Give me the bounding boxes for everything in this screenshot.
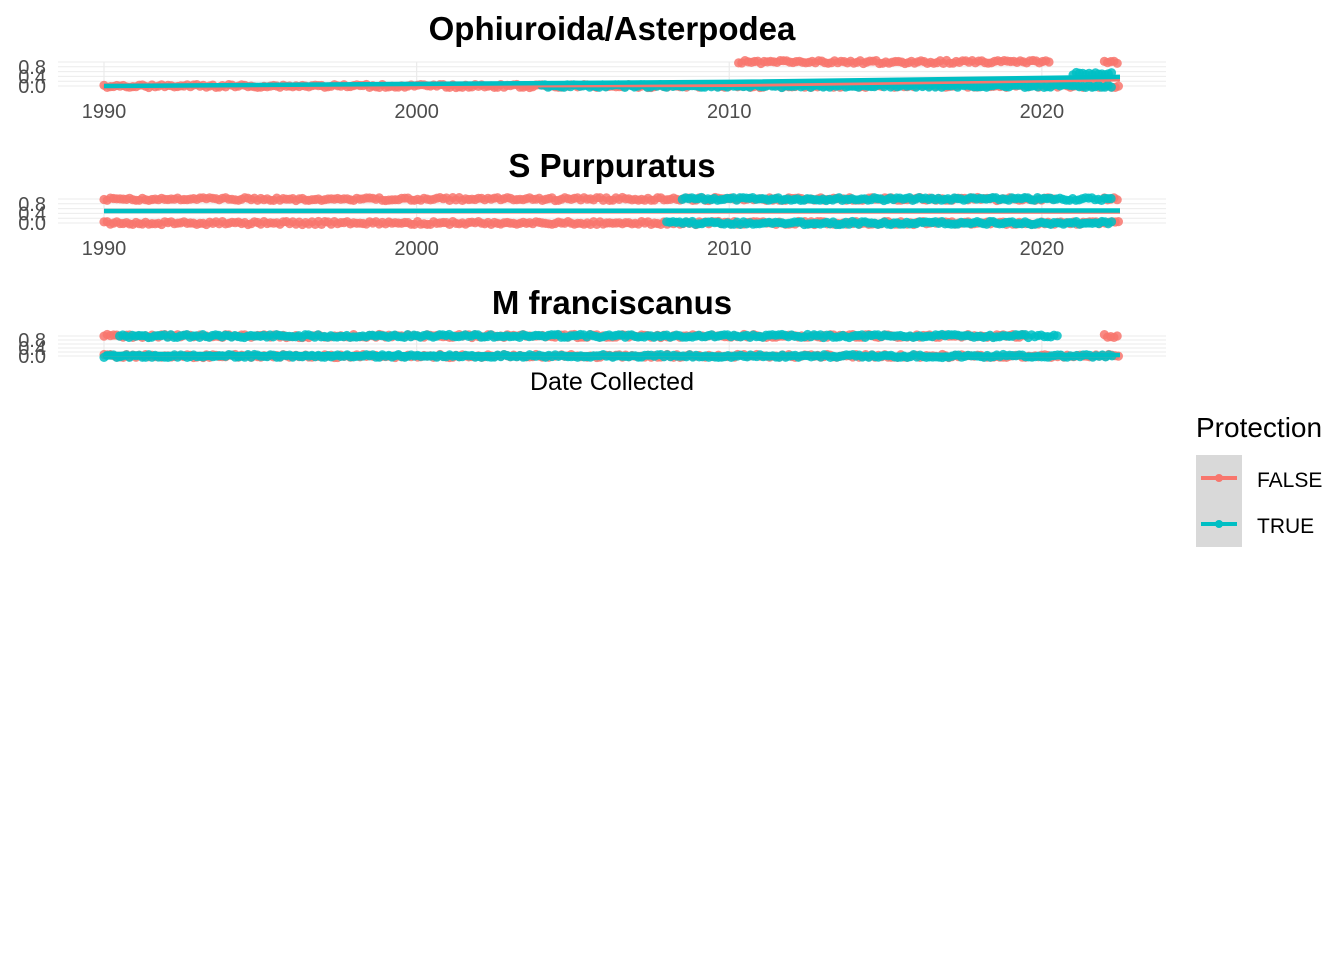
y-tick-label: 0.8 (18, 194, 46, 216)
trend-line-true (103, 351, 1121, 358)
legend-title: Protection (1196, 412, 1322, 443)
y-tick-label: 0.8 (18, 57, 46, 79)
x-axis-title: Date Collected (530, 368, 694, 396)
panel-title: M franciscanus (492, 284, 732, 321)
y-tick-label: 0.4 (18, 338, 46, 360)
data-point (1106, 217, 1117, 227)
x-tick-label: 2010 (707, 101, 752, 123)
y-tick-label: 0.0 (18, 76, 46, 98)
series-true-points (662, 192, 1117, 230)
data-point (1106, 193, 1116, 204)
data-point (1113, 81, 1123, 91)
data-point (1112, 58, 1122, 68)
trend-line-true (103, 74, 1121, 89)
x-tick-label: 2020 (1020, 238, 1065, 260)
legend-label-false: FALSE (1257, 469, 1322, 492)
x-tick-label: 2000 (394, 101, 439, 123)
data-point (1052, 331, 1062, 341)
y-tick-label: 0.0 (18, 213, 46, 235)
legend-label-true: TRUE (1257, 515, 1314, 538)
panel-title: Ophiuroida/Asterpodea (429, 10, 796, 47)
x-tick-label: 1990 (82, 238, 127, 260)
y-tick-label: 0.8 (18, 330, 46, 352)
y-tick-label: 0.4 (18, 66, 46, 88)
legend-key-true-point (1215, 520, 1223, 528)
legend: Protection FALSE TRUE (1196, 412, 1322, 547)
data-point (1106, 82, 1116, 92)
panel-2: S Purpuratus 0.00.40.8 1990 2000 2010 2020 (18, 147, 1166, 260)
panel-1: Ophiuroida/Asterpodea 0.00.40.8 1990 2000 20… (18, 10, 1166, 123)
trend-line-true (103, 208, 1121, 214)
series-true-points (99, 329, 1117, 363)
x-tick-label: 1990 (82, 101, 127, 123)
x-tick-label: 2010 (707, 238, 752, 260)
data-point (1044, 57, 1054, 67)
panel-3: M franciscanus 0.00.40.8 (18, 284, 1166, 368)
y-tick-label: 0.4 (18, 203, 46, 225)
y-tick-label: 0.0 (18, 346, 46, 368)
x-tick-label: 2020 (1020, 101, 1065, 123)
legend-key-background (1196, 455, 1242, 547)
x-tick-label: 2000 (394, 238, 439, 260)
data-point (1112, 331, 1122, 341)
legend-key-false-point (1215, 474, 1223, 482)
data-point (1113, 217, 1123, 227)
panel-title: S Purpuratus (508, 147, 715, 184)
